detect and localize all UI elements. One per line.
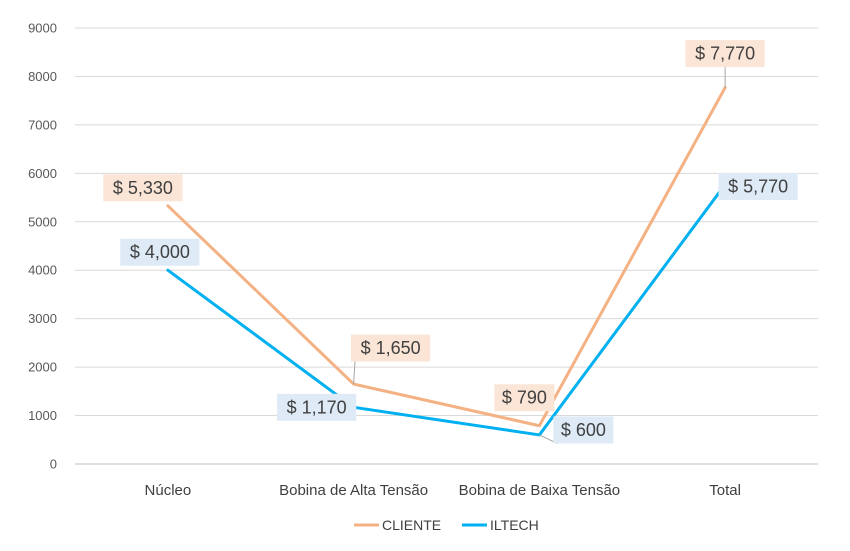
y-tick-label: 9000 <box>28 21 57 36</box>
data-label-text: $ 1,170 <box>287 397 347 417</box>
data-label-text: $ 790 <box>502 388 547 408</box>
data-label-text: $ 4,000 <box>130 242 190 262</box>
x-category-label: Bobina de Alta Tensão <box>279 482 428 499</box>
data-label-iltech: $ 5,770 <box>718 172 798 200</box>
y-tick-label: 7000 <box>28 117 57 132</box>
data-label-text: $ 1,650 <box>361 338 421 358</box>
data-label-background <box>718 172 798 200</box>
data-label-text: $ 5,330 <box>113 178 173 198</box>
x-category-label: Bobina de Baixa Tensão <box>459 482 621 499</box>
y-tick-label: 3000 <box>28 311 57 326</box>
data-label-background <box>351 334 431 362</box>
y-tick-label: 2000 <box>28 360 57 375</box>
y-tick-label: 1000 <box>28 408 57 423</box>
x-category-label: Total <box>709 482 741 499</box>
data-label-background <box>494 384 555 412</box>
data-label-background <box>120 238 200 266</box>
legend-item: ILTECH <box>462 517 539 533</box>
data-label-background <box>553 416 614 444</box>
data-label-text: $ 7,770 <box>695 44 755 64</box>
data-label-cliente: $ 5,330 <box>103 174 183 202</box>
data-label-iltech: $ 600 <box>539 416 614 444</box>
y-tick-label: 0 <box>50 457 57 472</box>
data-label-background <box>103 174 183 202</box>
series-line-iltech <box>166 182 727 437</box>
data-label-text: $ 5,770 <box>728 176 788 196</box>
data-label-iltech: $ 1,170 <box>277 393 357 421</box>
data-label-iltech: $ 4,000 <box>120 238 200 266</box>
data-label-cliente: $ 7,770 <box>685 40 765 88</box>
legend-label: ILTECH <box>490 517 539 533</box>
gridlines <box>75 27 818 465</box>
leader-line <box>353 361 356 385</box>
y-tick-label: 5000 <box>28 214 57 229</box>
y-tick-label: 8000 <box>28 69 57 84</box>
x-category-label: Núcleo <box>145 482 192 499</box>
series-lines <box>166 86 727 437</box>
legend-label: CLIENTE <box>382 517 441 533</box>
data-label-cliente: $ 1,650 <box>351 334 431 385</box>
y-tick-label: 6000 <box>28 166 57 181</box>
data-labels: $ 5,330 $ 1,650 $ 790 $ 7,770 $ 4,000 $ 1,170… <box>103 40 798 444</box>
x-axis: Núcleo Bobina de Alta Tensão Bobina de Bai… <box>145 482 741 499</box>
data-label-text: $ 600 <box>561 420 606 440</box>
y-axis: 0 1000 2000 3000 4000 5000 6000 7000 8000 9000 <box>28 21 57 472</box>
data-label-cliente: $ 790 <box>494 384 555 412</box>
legend-item: CLIENTE <box>354 517 441 533</box>
y-tick-label: 4000 <box>28 263 57 278</box>
data-label-background <box>277 393 357 421</box>
series-line-cliente <box>166 86 727 428</box>
data-label-background <box>685 40 765 68</box>
legend: CLIENTE ILTECH <box>354 517 539 533</box>
